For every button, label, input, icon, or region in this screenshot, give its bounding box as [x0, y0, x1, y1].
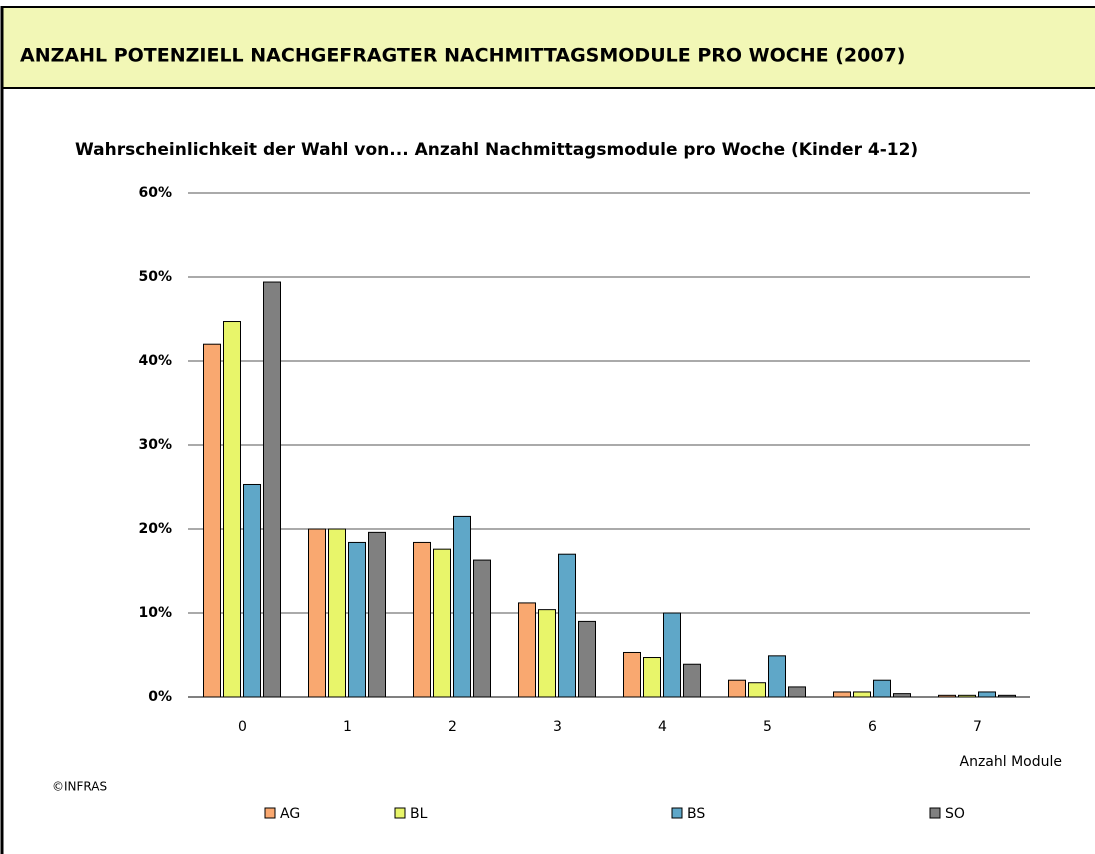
x-tick-label: 6	[868, 719, 877, 735]
bar	[453, 515, 471, 698]
bar	[413, 541, 431, 698]
chart-title: Wahrscheinlichkeit der Wahl von... Anzah…	[75, 140, 918, 160]
x-tick-label: 3	[553, 719, 562, 735]
x-tick-label: 4	[658, 719, 667, 735]
legend-swatch	[671, 807, 683, 819]
x-tick-label: 2	[448, 719, 457, 735]
bar	[518, 602, 536, 698]
y-tick-label: 40%	[138, 353, 172, 369]
bar	[348, 541, 366, 698]
x-tick-label: 0	[238, 719, 247, 735]
y-tick-label: 0%	[148, 689, 172, 705]
bar	[853, 691, 871, 698]
source: ©INFRAS	[52, 780, 107, 794]
header-band	[2, 6, 1095, 88]
bar	[683, 663, 701, 698]
bar	[558, 553, 576, 698]
bar	[978, 691, 996, 698]
bar	[263, 281, 281, 698]
bar	[538, 609, 556, 698]
bar	[768, 655, 786, 698]
y-tick-label: 30%	[138, 437, 172, 453]
bar	[243, 483, 261, 698]
header-title: ANZAHL POTENZIELL NACHGEFRAGTER NACHMITT…	[20, 45, 905, 67]
y-tick-label: 60%	[138, 185, 172, 201]
legend-label: AG	[280, 806, 300, 822]
bar	[728, 679, 746, 698]
bar	[223, 321, 241, 698]
bar	[578, 620, 596, 698]
legend-swatch	[264, 807, 276, 819]
bar	[958, 694, 976, 698]
bar	[203, 343, 221, 698]
bar	[623, 651, 641, 698]
bar	[998, 694, 1016, 698]
bar	[328, 528, 346, 698]
legend-swatch	[929, 807, 941, 819]
bar	[893, 693, 911, 698]
y-tick-label: 20%	[138, 521, 172, 537]
bar	[748, 682, 766, 698]
bar	[308, 528, 326, 698]
bar	[833, 691, 851, 698]
x-tick-label: 5	[763, 719, 772, 735]
bar	[643, 657, 661, 698]
legend-swatch	[394, 807, 406, 819]
legend-label: SO	[945, 806, 965, 822]
bar	[788, 686, 806, 698]
bar	[873, 679, 891, 698]
x-axis-label: Anzahl Module	[960, 754, 1063, 770]
y-tick-label: 10%	[138, 605, 172, 621]
bar	[663, 612, 681, 698]
bar	[938, 694, 956, 698]
bar	[433, 548, 451, 698]
y-tick-label: 50%	[138, 269, 172, 285]
x-tick-label: 7	[973, 719, 982, 735]
bar	[473, 559, 491, 698]
bar	[368, 531, 386, 698]
x-tick-label: 1	[343, 719, 352, 735]
legend-label: BL	[410, 806, 428, 822]
legend-label: BS	[687, 806, 705, 822]
